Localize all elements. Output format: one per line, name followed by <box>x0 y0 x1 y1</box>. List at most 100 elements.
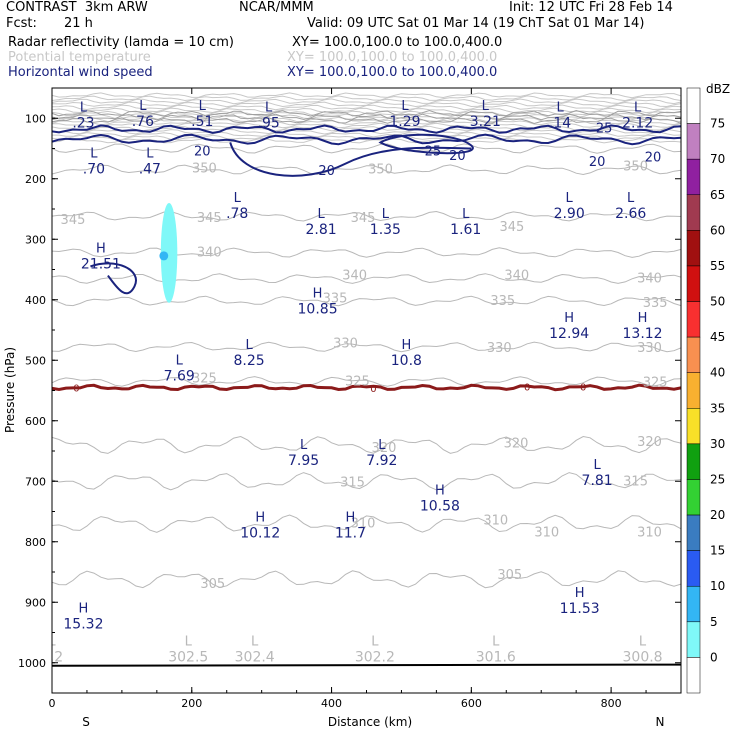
theta-contour-line <box>52 131 681 138</box>
wind-contour-25 <box>52 124 681 134</box>
extremum-marker: H <box>255 511 265 526</box>
theta-contour-label: 315 <box>623 474 648 489</box>
wind-contour-label: 20 <box>645 151 662 166</box>
theta-contour-label: 310 <box>637 526 662 541</box>
theta-contour-line <box>52 341 681 353</box>
colorbar-cell <box>686 301 701 338</box>
extremum-marker: H <box>638 311 648 326</box>
colorbar-cell <box>686 158 701 196</box>
theta-contour-label: 335 <box>323 292 348 307</box>
wind-contour-loop <box>378 133 474 155</box>
field-name-reflectivity: Radar reflectivity (lamda = 10 cm) <box>8 35 234 50</box>
theta-contour-label: 340 <box>197 246 222 261</box>
colorbar-cell <box>686 657 701 694</box>
extremum-marker: H <box>575 586 585 601</box>
extremum-marker: L <box>300 438 308 453</box>
extremum-marker: L <box>378 438 386 453</box>
wind-contour-label: 20 <box>318 164 335 179</box>
extremum-value: 11.7 <box>335 526 366 542</box>
colorbar-label: 40 <box>710 366 725 380</box>
extremum-marker: L <box>401 99 409 114</box>
colorbar-label: 35 <box>710 401 725 415</box>
extremum-value: 1.29 <box>389 114 420 130</box>
colorbar-cell <box>686 443 701 480</box>
colorbar-label: 10 <box>710 579 725 593</box>
colorbar-label: 65 <box>710 188 725 202</box>
extremum-value: 302.4 <box>235 650 275 666</box>
colorbar-cell <box>686 265 701 302</box>
center-title: NCAR/MMM <box>239 0 314 15</box>
theta-contour-label: 325 <box>192 371 217 386</box>
extremum-marker: H <box>564 311 574 326</box>
extremum-marker: L <box>492 635 500 650</box>
theta-contour-label: 325 <box>345 374 370 389</box>
y-tick-label: 300 <box>25 233 46 246</box>
colorbar-label: 25 <box>710 472 725 486</box>
wind-zero-label: 0 <box>524 382 530 393</box>
plot-area <box>52 88 681 693</box>
theta-contour-line <box>52 107 681 114</box>
extremum-marker: L <box>566 191 574 206</box>
extremum-marker: L <box>371 635 379 650</box>
surface-line <box>52 663 681 667</box>
extremum-marker: L <box>634 100 642 115</box>
colorbar-label: 60 <box>710 223 725 237</box>
extremum-value: 1.61 <box>450 222 481 238</box>
colorbar-cell <box>686 194 701 231</box>
theta-contour-line <box>52 104 681 111</box>
theta-contour-line <box>52 570 681 589</box>
extremum-value: 2.90 <box>554 206 585 222</box>
wind-zero-label: 0 <box>370 384 376 395</box>
theta-contour-line <box>52 210 681 222</box>
theta-contour-line <box>52 143 681 154</box>
extremum-value: .70 <box>83 161 105 177</box>
colorbar-label: 45 <box>710 330 725 344</box>
y-tick-label: 200 <box>25 173 46 186</box>
extremum-marker: L <box>382 207 390 222</box>
theta-contour-label: 310 <box>351 517 376 532</box>
x-axis-end-label: N <box>656 715 665 729</box>
field-name-wind: Horizontal wind speed <box>8 65 153 80</box>
theta-contour-label: 340 <box>504 269 529 284</box>
y-tick-label: 400 <box>25 294 46 307</box>
theta-contour-label: 335 <box>490 294 515 309</box>
x-tick-label: 600 <box>461 697 482 710</box>
theta-contour-label: 330 <box>333 336 358 351</box>
wind-contour-label: 20 <box>589 155 606 170</box>
colorbar-label: 20 <box>710 508 725 522</box>
wind-zero-label: 0 <box>73 383 79 394</box>
wind-contour-label: 20 <box>194 145 211 160</box>
colorbar-label: 75 <box>710 117 725 131</box>
colorbar-cell <box>686 621 701 658</box>
extremum-value: 13.12 <box>623 326 663 342</box>
y-tick-label: 900 <box>25 596 46 609</box>
extremum-marker: L <box>594 458 602 473</box>
wind-contour-20 <box>52 133 681 146</box>
extremum-value: 7.69 <box>164 368 195 384</box>
wind-contour-label: 25 <box>596 122 613 137</box>
colorbar-cell <box>686 123 701 160</box>
colorbar-unit: dBZ <box>706 82 730 96</box>
extremum-value: 7.81 <box>582 473 613 489</box>
reflectivity-cell <box>160 202 178 303</box>
colorbar-label: 70 <box>710 152 725 166</box>
x-tick-label: 400 <box>321 697 342 710</box>
colorbar-cell <box>686 585 701 623</box>
extremum-value: 1.35 <box>370 222 401 238</box>
y-tick-label: 1000 <box>18 657 46 670</box>
extremum-value: 10.85 <box>298 302 338 318</box>
extremum-marker: L <box>146 146 154 161</box>
theta-contour-line <box>52 119 681 126</box>
extremum-value: .76 <box>132 114 154 130</box>
x-axis-start-label: S <box>82 715 90 729</box>
y-tick-label: 500 <box>25 354 46 367</box>
field-xy-reflectivity: XY= 100.0,100.0 to 100.0,400.0 <box>292 35 503 50</box>
x-axis-label: Distance (km) <box>328 715 412 729</box>
theta-contours <box>52 92 681 667</box>
theta-contour-label: 350 <box>623 160 648 175</box>
extremum-value: .78 <box>226 206 248 222</box>
theta-contour-label: 345 <box>499 220 524 235</box>
extremum-marker: L <box>80 100 88 115</box>
theta-contour-label: 320 <box>372 441 397 456</box>
theta-contour-label: 320 <box>504 437 529 452</box>
